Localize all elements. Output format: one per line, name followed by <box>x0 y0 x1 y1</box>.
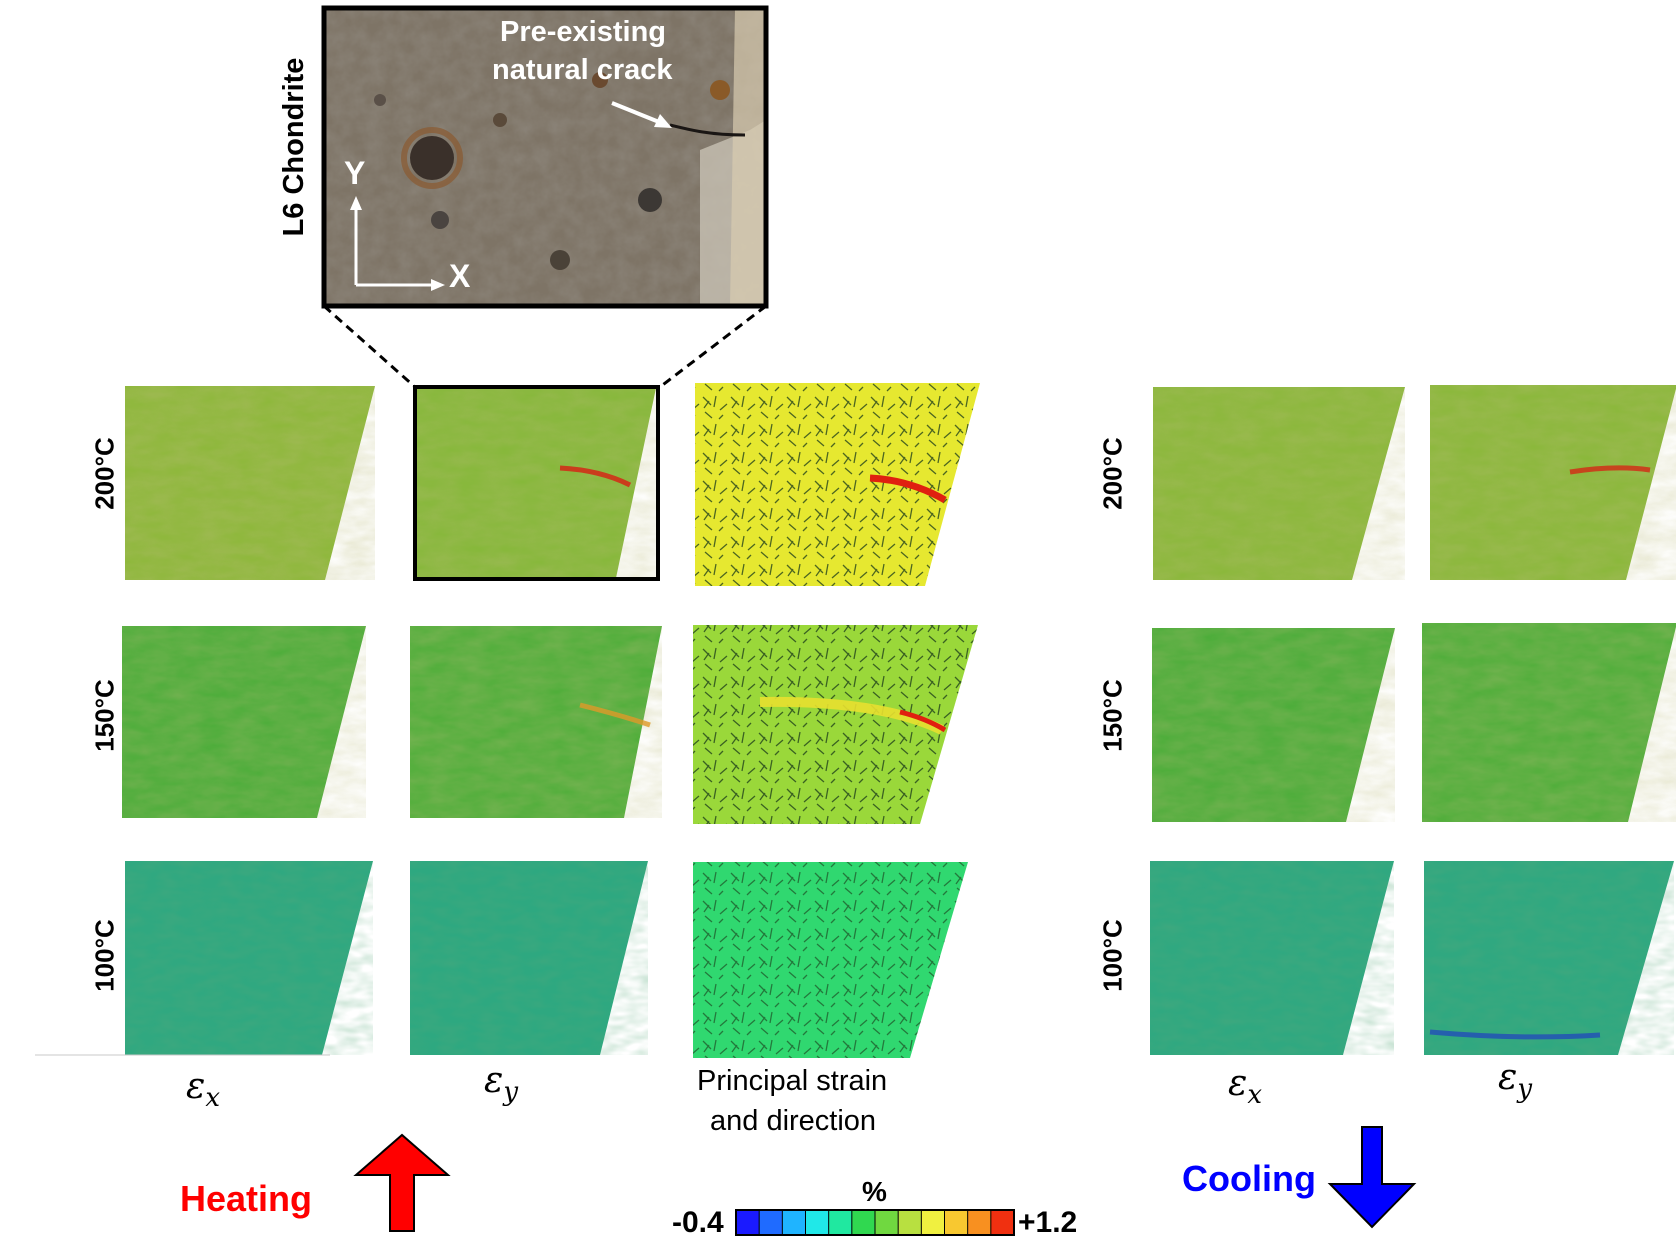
panel-principal-150 <box>693 625 978 824</box>
colorbar-segment <box>759 1210 783 1235</box>
colorbar-segment <box>736 1210 760 1235</box>
inset-photo <box>321 5 769 309</box>
zoom-region-frame <box>413 385 660 581</box>
heating-arrow-icon <box>353 1133 451 1232</box>
panel-cooling-ex-150 <box>1152 628 1395 822</box>
panel-cooling-ey-150 <box>1422 623 1676 822</box>
panel-principal-100 <box>693 862 968 1058</box>
col-label-heating-ex-sub: x <box>205 1083 220 1114</box>
col-label-principal-line2: and direction <box>710 1105 877 1137</box>
panel-cooling-ey-100 <box>1424 861 1674 1055</box>
col-label-heating-ey-sub: y <box>503 1077 519 1108</box>
col-label-cooling-ex-sub: x <box>1247 1080 1262 1111</box>
colorbar-segment <box>875 1210 899 1235</box>
panel-cooling-ey-200 <box>1430 385 1676 580</box>
colorbar-segment <box>967 1210 992 1235</box>
panel-heating-ex-100 <box>125 861 373 1055</box>
colorbar <box>736 1210 1015 1235</box>
inset-frame <box>321 5 769 309</box>
crack-arrow-icon <box>611 101 665 126</box>
colorbar-max-label: +1.2 <box>1018 1206 1078 1239</box>
row-label-100-right: 100°C <box>1097 919 1128 992</box>
inset-axis-y-label: Y <box>344 155 366 191</box>
col-label-principal-line1: Principal strain <box>697 1065 888 1097</box>
panel-heating-ex-200 <box>125 386 375 580</box>
zoom-line-left <box>323 304 416 389</box>
colorbar-segment <box>805 1210 830 1235</box>
panel-cooling-ex-100 <box>1150 861 1394 1055</box>
col-label-heating-ex: εx <box>186 1066 220 1113</box>
colorbar-min-label: -0.4 <box>672 1206 724 1239</box>
row-label-200-left: 200°C <box>89 437 120 510</box>
heating-label: Heating <box>180 1178 313 1219</box>
colorbar-segment <box>898 1210 922 1235</box>
crack-label-line2: natural crack <box>492 54 673 86</box>
panel-cooling-ex-200 <box>1153 387 1405 580</box>
col-label-heating-ey: εy <box>484 1060 518 1107</box>
colorbar-frame <box>735 1209 1015 1236</box>
specimen-label: L6 Chondrite <box>278 57 310 237</box>
row-label-150-left: 150°C <box>89 679 120 752</box>
col-label-cooling-ey-symbol: ε <box>1498 1057 1518 1098</box>
colorbar-segment <box>851 1210 876 1235</box>
panel-heating-ey-200 <box>413 385 660 581</box>
col-label-cooling-ex-symbol: ε <box>1228 1063 1248 1104</box>
row-label-200-right: 200°C <box>1097 437 1128 510</box>
panel-heating-ey-100 <box>410 861 648 1055</box>
cooling-arrow-icon <box>1327 1126 1417 1229</box>
row-label-100-left: 100°C <box>89 919 120 992</box>
panel-heating-ey-150 <box>410 626 662 818</box>
natural-crack <box>669 123 746 137</box>
crack-label-line1: Pre-existing <box>500 16 666 48</box>
cooling-label: Cooling <box>1182 1158 1316 1199</box>
colorbar-unit: % <box>862 1176 887 1207</box>
panel-heating-ex-150 <box>122 626 366 818</box>
colorbar-segment <box>990 1210 1015 1235</box>
col-label-heating-ex-symbol: ε <box>186 1066 206 1107</box>
panel-principal-200 <box>695 383 980 586</box>
row-label-150-right: 150°C <box>1097 679 1128 752</box>
col-label-heating-ey-symbol: ε <box>484 1060 504 1101</box>
inset-axis-x-label: X <box>449 258 471 294</box>
col-label-cooling-ey: εy <box>1498 1057 1532 1104</box>
zoom-line-right <box>659 304 767 389</box>
colorbar-segment <box>921 1210 945 1235</box>
colorbar-segment <box>782 1210 806 1235</box>
colorbar-segment <box>944 1210 969 1235</box>
colorbar-segment <box>828 1210 853 1235</box>
col-label-cooling-ex: εx <box>1228 1063 1262 1110</box>
col-label-cooling-ey-sub: y <box>1517 1074 1533 1105</box>
